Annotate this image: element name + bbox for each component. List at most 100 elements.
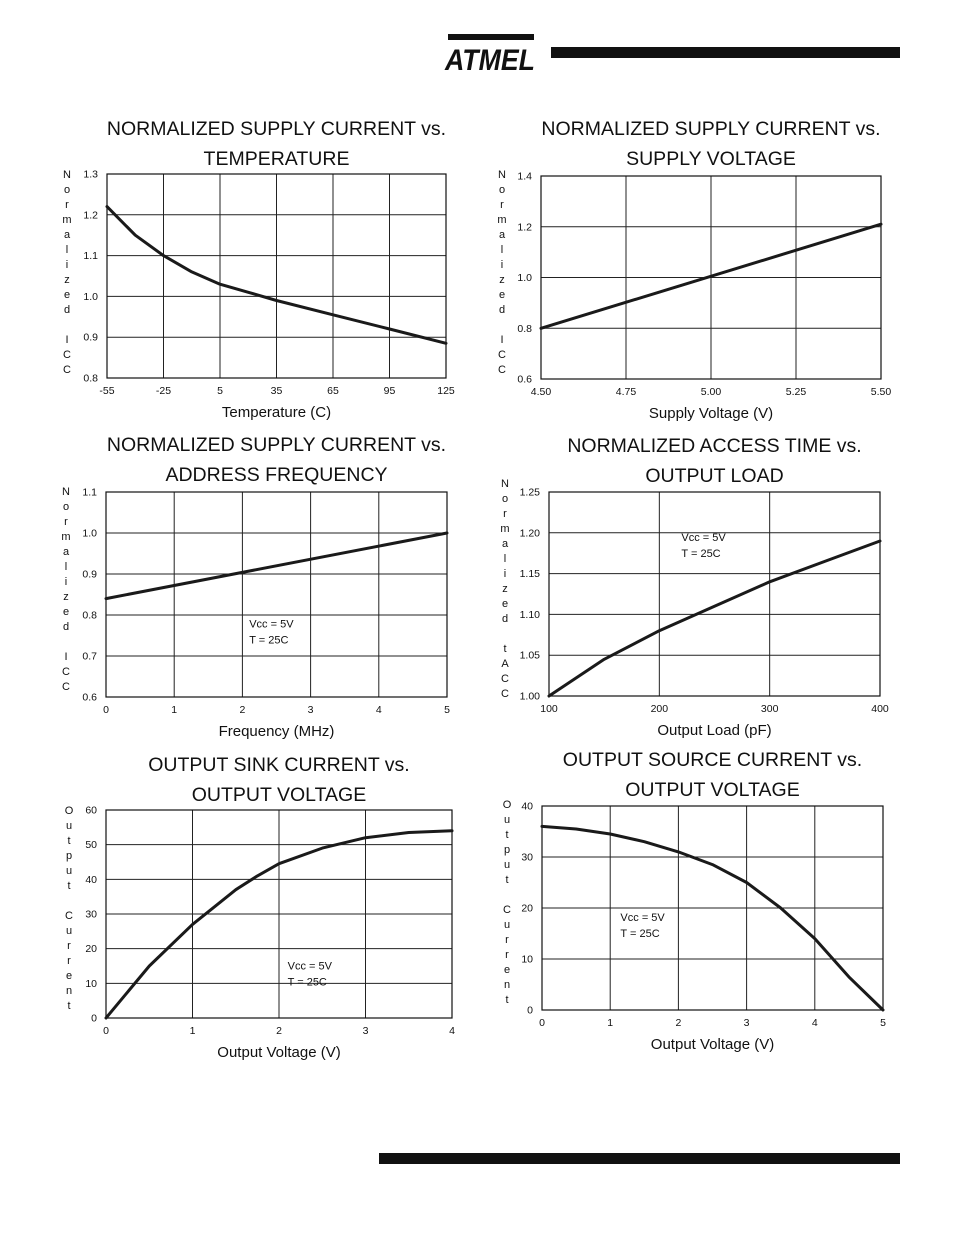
x-tick-label: 100 [540,703,558,715]
y-tick-label: 1.2 [83,209,98,221]
plot-frame [105,491,448,698]
x-tick-label: 5.00 [701,386,722,398]
x-tick-label: 2 [276,1025,282,1037]
x-tick-label: 5.25 [786,386,807,398]
y-tick-label: 10 [521,954,533,966]
x-axis-label: Output Load (pF) [657,722,771,739]
chart-title: OUTPUT VOLTAGE [192,784,366,806]
x-tick-label: 200 [651,703,669,715]
series-line [540,824,885,1012]
y-tick-label: 0.6 [517,374,532,386]
x-tick-label: 4.75 [616,386,637,398]
header-rule [551,47,900,58]
x-tick-label: 1 [607,1017,613,1029]
y-tick-label: 1.10 [520,609,541,621]
x-tick-label: 1 [190,1025,196,1037]
chart-annotation: T = 25C [681,548,720,560]
x-tick-label: 0 [539,1017,545,1029]
y-tick-label: 1.0 [517,272,532,284]
x-tick-label: 0 [103,704,109,716]
series-line [547,539,882,698]
chart-title: NORMALIZED SUPPLY CURRENT vs. [107,434,446,456]
x-axis-label: Supply Voltage (V) [649,405,773,422]
x-tick-label: 5 [880,1017,886,1029]
plot-frame [105,809,453,1019]
chart-title: OUTPUT SINK CURRENT vs. [148,754,409,776]
y-tick-label: 1.20 [520,527,541,539]
y-tick-label: 10 [85,978,97,990]
chart-3: NORMALIZED SUPPLY CURRENT vs. ADDRESS FRE… [61,434,450,740]
atmel-logo: ATMEL [444,34,535,77]
chart-title: OUTPUT LOAD [645,465,783,487]
chart-1: NORMALIZED SUPPLY CURRENT vs. TEMPERATURE… [62,118,454,421]
x-tick-label: 35 [271,385,283,397]
y-tick-label: 1.00 [520,691,541,703]
y-tick-label: 0.9 [82,569,97,581]
y-tick-label: 30 [85,909,97,921]
x-tick-label: 95 [384,385,396,397]
plot-frame [541,805,884,1011]
chart-annotation: Vcc = 5V [681,532,726,544]
x-tick-label: 4 [449,1025,455,1037]
chart-annotation: T = 25C [620,928,659,940]
plot-frame [106,173,447,379]
y-tick-label: 1.0 [83,291,98,303]
y-tick-label: 1.15 [520,568,541,580]
y-tick-label: 0 [91,1013,97,1025]
y-tick-label: 0.9 [83,332,98,344]
chart-annotation: Vcc = 5V [249,618,294,630]
chart-title: ADDRESS FREQUENCY [165,464,387,486]
x-tick-label: 300 [761,703,779,715]
chart-annotation: Vcc = 5V [620,912,665,924]
chart-2: NORMALIZED SUPPLY CURRENT vs. SUPPLY VOLT… [497,118,891,422]
chart-title: OUTPUT VOLTAGE [625,779,799,801]
x-tick-label: -25 [156,385,171,397]
x-tick-label: 1 [171,704,177,716]
x-tick-label: -55 [99,385,114,397]
chart-title: NORMALIZED SUPPLY CURRENT vs. [541,118,880,140]
y-tick-label: 40 [521,801,533,813]
y-tick-label: 1.2 [517,221,532,233]
y-tick-label: 30 [521,852,533,864]
x-axis-label: Frequency (MHz) [219,723,335,740]
series-line [539,222,883,330]
y-tick-label: 0.8 [517,323,532,335]
y-tick-label: 20 [85,943,97,955]
chart-6: OUTPUT SOURCE CURRENT vs. OUTPUT VOLTAGE 0… [503,749,886,1053]
chart-4: NORMALIZED ACCESS TIME vs. OUTPUT LOAD 1.0… [500,435,888,739]
y-tick-label: 50 [85,839,97,851]
x-tick-label: 4 [376,704,382,716]
chart-title: SUPPLY VOLTAGE [626,148,796,170]
x-tick-label: 3 [308,704,314,716]
y-tick-label: 40 [85,874,97,886]
plot-frame [540,175,882,380]
series-line [104,829,454,1020]
chart-5: OUTPUT SINK CURRENT vs.OUTPUT VOLTAGE010… [65,754,455,1061]
x-axis-label: Output Voltage (V) [651,1036,774,1053]
x-tick-label: 5 [217,385,223,397]
plot-frame [548,491,881,697]
y-tick-label: 20 [521,903,533,915]
chart-annotation: T = 25C [288,976,327,988]
series-line [104,531,449,601]
x-tick-label: 125 [437,385,455,397]
y-tick-label: 60 [85,805,97,817]
chart-title: OUTPUT SOURCE CURRENT vs. [563,749,862,771]
x-tick-label: 0 [103,1025,109,1037]
y-tick-label: 0.8 [83,373,98,385]
y-tick-label: 1.1 [83,250,98,262]
y-tick-label: 0.8 [82,610,97,622]
chart-title: NORMALIZED SUPPLY CURRENT vs. [107,118,446,140]
x-tick-label: 400 [871,703,889,715]
chart-annotation: T = 25C [249,634,288,646]
y-tick-label: 1.25 [520,487,541,499]
x-tick-label: 3 [744,1017,750,1029]
y-tick-label: 1.05 [520,650,541,662]
y-tick-label: 1.0 [82,528,97,540]
